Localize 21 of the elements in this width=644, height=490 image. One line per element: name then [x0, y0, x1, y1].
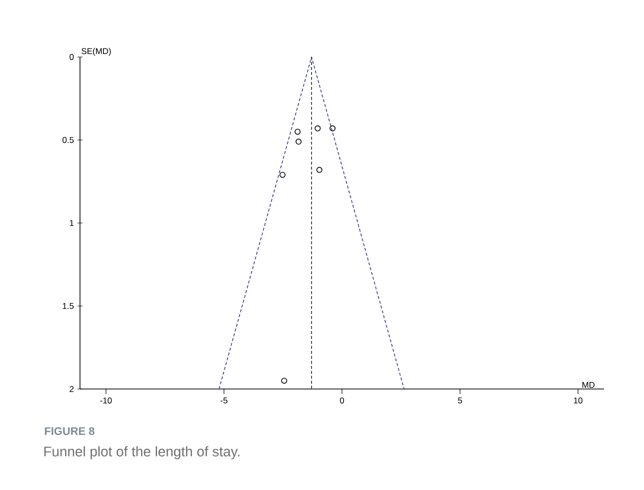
- y-tick-label: 2: [70, 386, 74, 392]
- point: [314, 125, 321, 132]
- caption: FIGURE 8: [44, 427, 94, 435]
- x-axis-title: MD: [582, 382, 595, 388]
- point: [294, 128, 301, 135]
- x-tick-label: 0: [340, 398, 344, 404]
- y-axis-title: SE(MD): [82, 48, 111, 56]
- y-tick-label: 1: [70, 220, 74, 226]
- point: [296, 138, 302, 145]
- x-tick-label: 10: [574, 398, 582, 404]
- x-tick-label: 5: [458, 398, 462, 404]
- y-tick-label: 1.5: [62, 303, 74, 309]
- point: [280, 172, 286, 178]
- point: [330, 125, 336, 132]
- y-tick-label: 0: [70, 54, 74, 60]
- point: [281, 378, 288, 384]
- text: Funnel plot of the length of stay.: [44, 446, 240, 460]
- x-tick-label: -5: [220, 398, 228, 404]
- y-tick-label: 0.5: [62, 137, 74, 143]
- x-tick-label: -10: [100, 398, 112, 404]
- point: [316, 166, 322, 173]
